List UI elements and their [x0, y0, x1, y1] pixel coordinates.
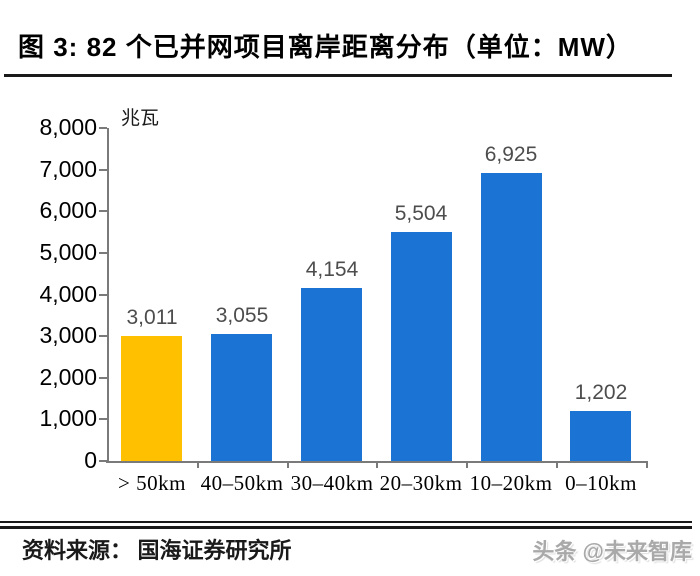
footer-rule-thin	[0, 521, 692, 523]
watermark: 头条 @未来智库	[532, 539, 692, 564]
y-tick-label: 5,000	[39, 238, 97, 265]
bar	[121, 336, 182, 461]
x-axis-tick	[376, 461, 378, 468]
y-tick-label: 3,000	[39, 322, 97, 349]
x-tick-label: 10–20km	[469, 471, 553, 495]
y-axis-unit-label: 兆瓦	[121, 108, 160, 129]
bar	[481, 173, 542, 461]
y-tick-label: 7,000	[39, 155, 97, 182]
x-axis-tick	[646, 461, 648, 468]
footer-rule-thick	[0, 526, 692, 529]
x-axis-tick	[197, 461, 199, 468]
bar-value-label: 6,925	[484, 143, 538, 166]
bar-value-label: 3,011	[126, 306, 178, 329]
y-tick-label: 4,000	[39, 280, 97, 307]
x-tick-label: > 50km	[118, 471, 186, 495]
y-axis-tick	[99, 210, 107, 213]
y-tick-label: 2,000	[39, 363, 97, 390]
source-line: 资料来源： 国海证券研究所	[22, 533, 292, 565]
bar	[391, 232, 452, 461]
bar-value-label: 5,504	[394, 202, 448, 225]
bar	[301, 288, 362, 461]
title-underline-rule	[4, 74, 672, 77]
y-axis-tick	[99, 127, 107, 129]
bar-value-label: 4,154	[305, 258, 359, 281]
y-tick-label: 8,000	[39, 114, 97, 140]
x-tick-label: 20–30km	[379, 471, 463, 495]
y-axis-tick	[99, 418, 107, 421]
y-axis-tick	[99, 460, 107, 462]
source-label: 资料来源：	[22, 538, 133, 563]
x-tick-label: 0–10km	[565, 471, 637, 495]
figure-title: 图 3: 82 个已并网项目离岸距离分布（单位：MW）	[18, 32, 633, 62]
source-value: 国海证券研究所	[137, 538, 292, 563]
y-axis-tick	[99, 293, 107, 296]
bar-value-label: 3,055	[215, 304, 269, 327]
y-axis-tick	[99, 168, 107, 171]
x-axis-tick	[466, 461, 468, 468]
y-tick-label: 0	[84, 447, 97, 473]
y-tick-label: 6,000	[39, 197, 97, 224]
y-tick-label: 1,000	[39, 405, 97, 432]
x-axis-tick	[287, 461, 289, 468]
y-axis-line	[107, 128, 109, 461]
bar	[211, 334, 272, 461]
x-tick-label: 40–50km	[200, 471, 284, 495]
y-axis-tick	[99, 335, 107, 338]
y-axis-tick	[99, 376, 107, 379]
bar	[570, 411, 631, 461]
x-axis-tick	[556, 461, 558, 468]
y-axis-tick	[99, 251, 107, 254]
bar-value-label: 1,202	[574, 381, 628, 404]
x-tick-label: 30–40km	[290, 471, 374, 495]
